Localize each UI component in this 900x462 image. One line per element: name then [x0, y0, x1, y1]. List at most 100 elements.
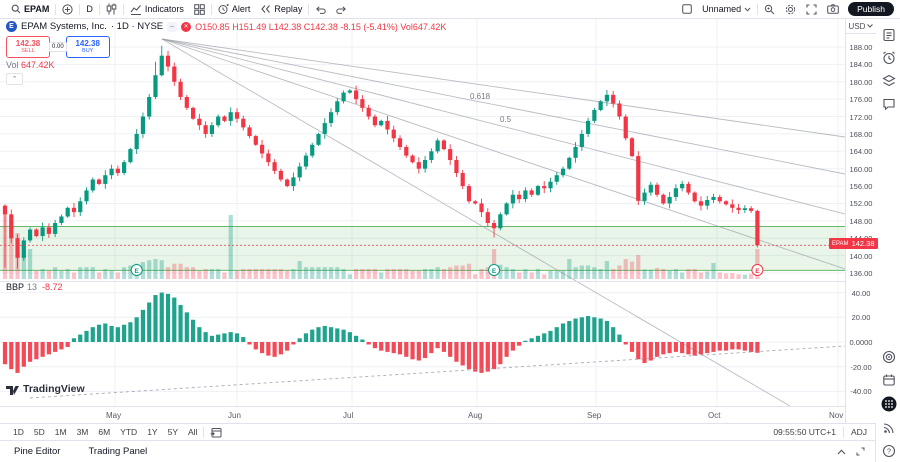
bottom-toolbar: 1D 5D 1M 3M 6M YTD 1Y 5Y All 09:55:50 UTC+1 ADJ — [0, 423, 875, 440]
indicator-templates-button[interactable] — [189, 0, 210, 18]
hotlists-icon[interactable] — [882, 350, 896, 364]
candles-layer — [2, 45, 760, 269]
price-tick: 152.00 — [849, 199, 873, 209]
maximize-panel-icon[interactable] — [856, 447, 865, 456]
collapse-panel-icon[interactable] — [837, 448, 846, 455]
svg-text:0.618: 0.618 — [470, 92, 491, 101]
range-button-3m[interactable]: 3M — [76, 427, 89, 437]
right-sidebar: ? — [875, 19, 900, 462]
chart-area: 0.618 0.5 E E E E EPAM Systems, Inc. · 1D · … — [0, 19, 845, 406]
replay-label: Replay — [274, 4, 303, 14]
buy-button[interactable]: 142.38 BUY — [65, 36, 110, 58]
price-tick: 184.00 — [849, 60, 873, 70]
layout-name: Unnamed — [702, 4, 742, 14]
bbp-histogram-layer — [2, 292, 760, 373]
price-axis[interactable]: USD 188.00 184.00 180.00 176.00 172.00 168.00… — [845, 19, 876, 423]
svg-text:E: E — [134, 268, 139, 275]
main-chart[interactable]: 0.618 0.5 E E E — [0, 19, 845, 406]
clock-display[interactable]: 09:55:50 UTC+1 — [773, 427, 836, 437]
bbp-tick: -40.00 — [850, 387, 872, 397]
range-button-all[interactable]: All — [188, 427, 198, 437]
apps-grid-icon[interactable] — [881, 396, 897, 412]
price-tick: 136.00 — [849, 269, 873, 278]
bbp-tick: 0.0000 — [849, 338, 873, 347]
settings-gear-icon[interactable] — [780, 0, 801, 18]
time-axis-label: Jul — [343, 411, 354, 420]
streams-signal-icon[interactable] — [882, 421, 896, 435]
time-axis[interactable]: May Jun Jul Aug Sep Oct Nov — [0, 406, 875, 424]
pine-editor-tab[interactable]: Pine Editor — [14, 446, 61, 457]
object-tree-icon[interactable] — [881, 74, 896, 88]
help-icon[interactable]: ? — [882, 444, 896, 458]
bbp-tick: 20.00 — [851, 313, 871, 323]
market-status-icon[interactable]: ✕ — [181, 21, 192, 32]
publish-button[interactable]: Publish — [848, 2, 894, 16]
divider — [122, 3, 124, 15]
ohlc-values: O150.85 H151.49 L142.38 C142.38 -8.15 (-… — [195, 21, 447, 32]
interval-button[interactable]: D — [81, 0, 98, 18]
redo-button[interactable] — [331, 0, 352, 18]
range-button-5d[interactable]: 5D — [33, 427, 45, 437]
time-axis-label: May — [106, 411, 122, 420]
divider — [308, 3, 310, 15]
bbp-trendline — [29, 345, 845, 399]
time-axis-label: Aug — [468, 411, 483, 420]
replay-button[interactable]: Replay — [255, 0, 307, 18]
legend-collapse-icon[interactable]: – — [167, 21, 178, 32]
chat-icon[interactable] — [882, 97, 896, 111]
alert-button[interactable]: Alert — [213, 0, 256, 18]
camera-icon[interactable] — [822, 0, 844, 18]
time-axis-label: Sep — [587, 411, 602, 420]
sell-button[interactable]: 142.38 SELL — [6, 36, 50, 58]
indicators-label: Indicators — [144, 4, 184, 14]
symbol-search-button[interactable]: EPAM — [6, 0, 54, 18]
range-button-ytd[interactable]: YTD — [120, 427, 138, 437]
alerts-clock-icon[interactable] — [882, 51, 896, 65]
interval-value: D — [86, 4, 93, 14]
compare-add-button[interactable] — [57, 0, 78, 18]
svg-text:E: E — [755, 268, 760, 275]
range-button-1y[interactable]: 1Y — [147, 427, 158, 437]
support-zone-band — [0, 225, 845, 271]
layout-name-button[interactable]: Unnamed — [697, 0, 756, 18]
time-axis-label: Jun — [228, 411, 241, 420]
status-bar: Pine Editor Trading Panel — [0, 440, 875, 462]
bbp-tick: 40.00 — [851, 288, 871, 298]
candlestick-icon — [106, 3, 117, 15]
bbp-indicator-legend[interactable]: BBP 13 -8.72 — [6, 282, 63, 292]
legend-title[interactable]: EPAM Systems, Inc. — [21, 21, 107, 32]
chart-style-button[interactable] — [101, 0, 122, 18]
range-button-6m[interactable]: 6M — [98, 427, 111, 437]
range-button-1d[interactable]: 1D — [13, 427, 24, 437]
adjust-toggle[interactable]: ADJ — [850, 427, 867, 437]
undo-button[interactable] — [310, 0, 331, 18]
volume-legend: Vol 647.42K — [6, 60, 55, 70]
currency-selector[interactable]: USD — [846, 19, 876, 34]
legend-meta: · 1D · NYSE — [110, 21, 164, 32]
layout-panel-icon[interactable] — [677, 0, 697, 18]
price-tick: 168.00 — [849, 129, 873, 139]
watchlist-icon[interactable] — [882, 28, 896, 42]
alert-clock-icon — [218, 3, 229, 15]
divider — [210, 3, 212, 15]
tradingview-logo[interactable]: TradingView — [6, 382, 85, 395]
indicators-icon — [130, 4, 142, 15]
price-tick: 160.00 — [849, 164, 873, 174]
divider — [55, 3, 57, 15]
price-tick: 172.00 — [849, 112, 873, 122]
goto-date-icon[interactable] — [205, 424, 227, 440]
range-button-5y[interactable]: 5Y — [167, 427, 178, 437]
time-axis-label: Nov — [829, 411, 844, 420]
quick-search-icon[interactable] — [759, 0, 780, 18]
symbol-logo: E — [6, 21, 17, 32]
chevron-down-icon — [744, 7, 751, 12]
indicators-button[interactable]: Indicators — [125, 0, 189, 18]
range-button-1m[interactable]: 1M — [54, 427, 67, 437]
top-toolbar: EPAM D Indicators — [0, 0, 900, 19]
svg-text:E: E — [492, 268, 497, 275]
calendar-icon[interactable] — [882, 373, 896, 387]
fullscreen-icon[interactable] — [801, 0, 822, 18]
trading-panel-tab[interactable]: Trading Panel — [88, 446, 148, 457]
legend-collapse-button[interactable]: ⌃ — [6, 73, 23, 85]
